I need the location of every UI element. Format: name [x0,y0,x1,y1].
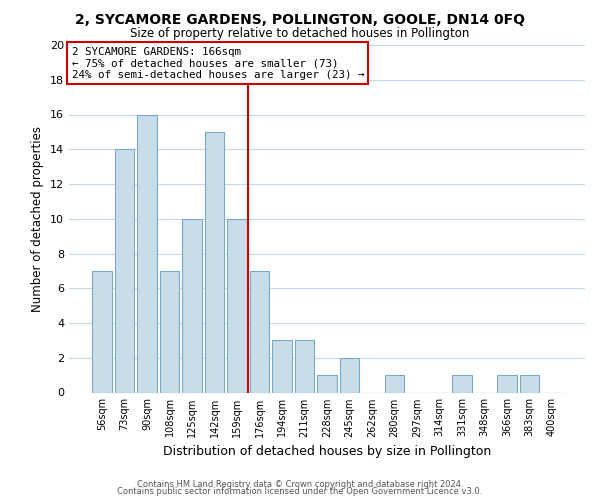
Bar [115,149,134,392]
Text: 2, SYCAMORE GARDENS, POLLINGTON, GOOLE, DN14 0FQ: 2, SYCAMORE GARDENS, POLLINGTON, GOOLE, … [75,12,525,26]
Bar [205,132,224,392]
Text: Contains public sector information licensed under the Open Government Licence v3: Contains public sector information licen… [118,488,482,496]
Text: Size of property relative to detached houses in Pollington: Size of property relative to detached ho… [130,28,470,40]
Bar [385,375,404,392]
Y-axis label: Number of detached properties: Number of detached properties [31,126,44,312]
Bar [272,340,292,392]
Bar [520,375,539,392]
Text: 2 SYCAMORE GARDENS: 166sqm
← 75% of detached houses are smaller (73)
24% of semi: 2 SYCAMORE GARDENS: 166sqm ← 75% of deta… [71,46,364,80]
Text: Contains HM Land Registry data © Crown copyright and database right 2024.: Contains HM Land Registry data © Crown c… [137,480,463,489]
Bar [227,219,247,392]
Bar [160,271,179,392]
Bar [497,375,517,392]
Bar [182,219,202,392]
Bar [295,340,314,392]
X-axis label: Distribution of detached houses by size in Pollington: Distribution of detached houses by size … [163,445,491,458]
Bar [340,358,359,392]
Bar [137,114,157,392]
Bar [317,375,337,392]
Bar [250,271,269,392]
Bar [92,271,112,392]
Bar [452,375,472,392]
